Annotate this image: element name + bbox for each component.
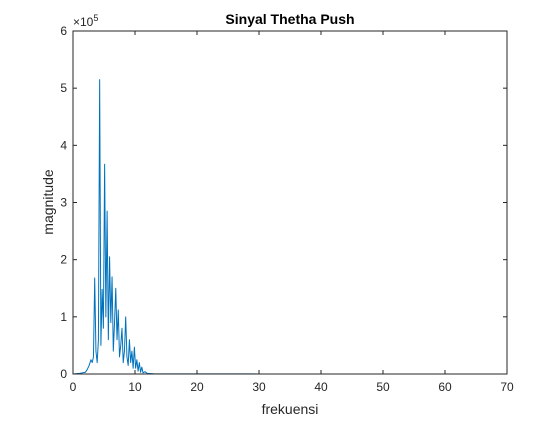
y-tick-label: 5: [60, 81, 67, 95]
y-tick-label: 4: [60, 138, 67, 152]
x-tick-label: 50: [376, 380, 390, 394]
y-tick-label: 6: [60, 24, 67, 38]
y-exponent-label: ×105: [73, 13, 98, 29]
series-line-0: [72, 79, 468, 375]
axes: 0 10 20 30 40 50 60 70 0 1 2 3 4 5 6: [60, 24, 514, 394]
chart-title: Sinyal Thetha Push: [225, 11, 354, 27]
x-tick-label: 10: [128, 380, 142, 394]
y-exponent-base: ×10: [73, 15, 94, 29]
y-axis-label: magnitude: [40, 169, 56, 235]
x-tick-label: 70: [500, 380, 514, 394]
x-tick-label: 60: [438, 380, 452, 394]
x-tick-label: 20: [190, 380, 204, 394]
x-tick-label: 40: [314, 380, 328, 394]
axes-background: [73, 31, 507, 374]
y-tick-label: 2: [60, 253, 67, 267]
y-exponent-power: 5: [93, 13, 98, 23]
y-tick-label: 3: [60, 196, 67, 210]
y-tick-label: 1: [60, 310, 67, 324]
x-tick-label: 0: [70, 380, 77, 394]
x-axis-label: frekuensi: [262, 401, 319, 417]
y-tick-label: 0: [60, 367, 67, 381]
x-tick-label: 30: [252, 380, 266, 394]
plot-marks: [72, 79, 468, 375]
